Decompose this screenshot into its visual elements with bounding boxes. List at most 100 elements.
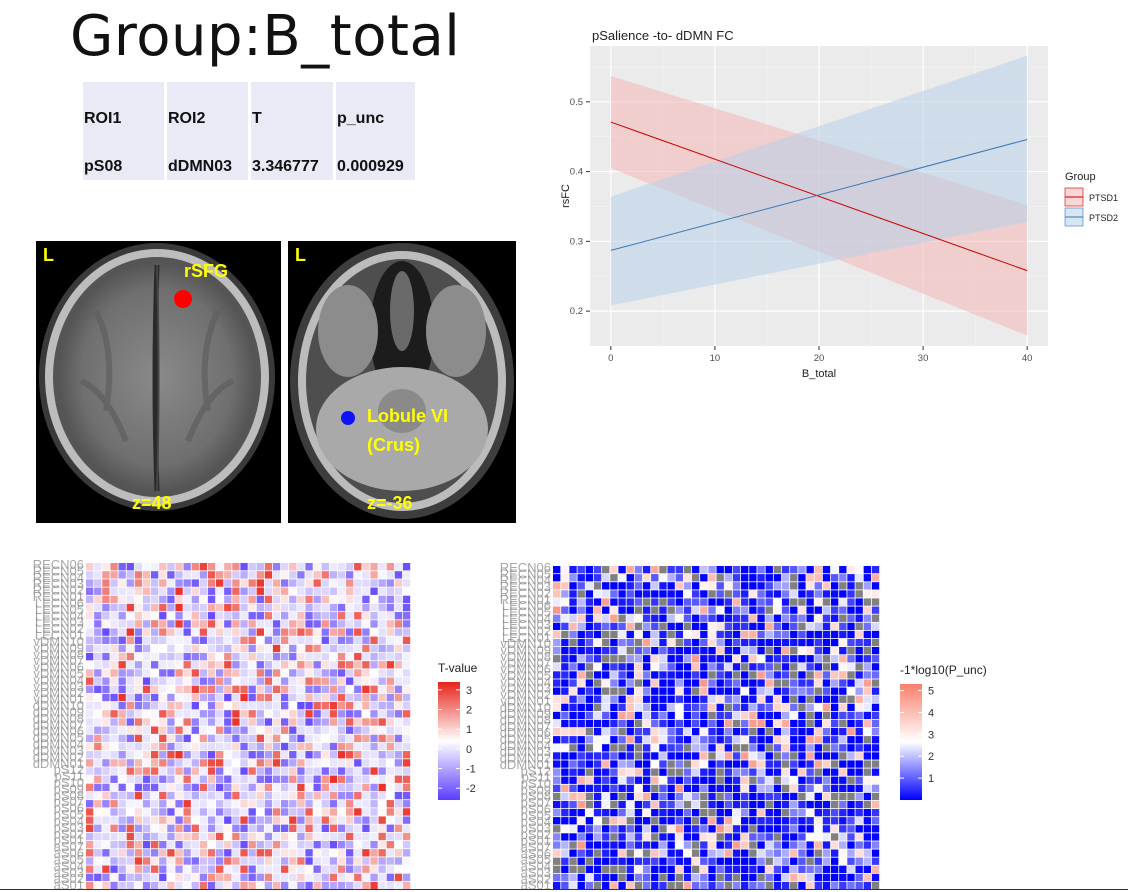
heatmap-cell [871,638,880,647]
heatmap-cell [847,736,855,744]
heatmap-cell [394,808,403,816]
heatmap-cell [183,873,191,882]
row-label: LECN02 [502,624,551,639]
heatmap-cell [700,792,708,801]
y-axis-label: rsFC [560,184,572,208]
heatmap-cell [773,663,782,671]
heatmap-cell [667,800,675,809]
heatmap-cell [822,711,831,720]
heatmap-cell [329,824,338,832]
heatmap-cell [569,784,577,792]
heatmap-cell [272,685,281,694]
heatmap-cell [593,873,602,882]
heatmap-cell [183,644,191,653]
heatmap-cell [585,695,594,703]
heatmap-cell [561,574,569,582]
heatmap-cell [378,791,386,800]
heatmap-cell [297,824,305,832]
heatmap-cell [207,677,216,685]
heatmap-cell [86,840,94,849]
heatmap-cell [626,809,634,817]
heatmap-cell [329,603,338,612]
heatmap-cell [732,736,741,744]
heatmap-cell [102,595,110,604]
heatmap-cell [749,663,757,671]
heatmap-cell [765,728,773,736]
heatmap-cell [191,571,199,579]
heatmap-cell [863,849,872,857]
heatmap-cell [110,800,118,808]
heatmap-cell [773,776,782,784]
heatmap-cell [724,873,733,882]
heatmap-cell [402,783,411,792]
heatmap-cell [370,759,378,767]
heatmap-cell [790,881,798,890]
heatmap-cell [183,595,191,604]
heatmap-cell [642,679,651,687]
heatmap-cell [667,671,675,679]
heatmap-cell [642,655,651,663]
heatmap-cell [675,873,684,882]
heatmap-cell [240,816,248,824]
heatmap-cell [183,857,191,865]
row-label: pS04 [54,813,84,828]
heatmap-cell [354,669,362,677]
heatmap-cell [618,679,626,687]
heatmap-cell [732,752,741,760]
heatmap-cell [394,791,403,800]
heatmap-cell [86,661,94,669]
heatmap-cell [199,726,208,734]
heatmap-cell [199,628,208,636]
heatmap-cell [94,857,102,865]
heatmap-cell [142,783,151,792]
heatmap-cell [354,661,362,669]
heatmap-cell [354,742,362,751]
heatmap-cell [798,566,806,574]
heatmap-cell [610,841,618,849]
heatmap-cell [659,719,667,728]
heatmap-cell [553,647,561,655]
heatmap-cell [553,873,561,882]
heatmap-cell [86,652,94,661]
heatmap-cell [297,865,305,873]
heatmap-cell [708,703,716,711]
heatmap-cell [94,783,102,792]
heatmap-cell [354,857,362,865]
heatmap-cell [362,677,370,685]
heatmap-cell [724,711,733,720]
heatmap-cell [346,620,354,628]
heatmap-cell [683,849,692,857]
heatmap-cell [240,571,248,579]
heatmap-cell [855,679,863,687]
heatmap-cell [814,647,822,655]
heatmap-cell [337,800,346,808]
heatmap-cell [159,677,167,685]
heatmap-cell [378,603,386,612]
heatmap-cell [142,685,151,694]
heatmap-cell [216,563,224,571]
heatmap-cell [691,622,700,630]
heatmap-cell [585,679,594,687]
heatmap-cell [102,816,110,824]
heatmap-cell [585,760,594,768]
heatmap-cell [602,719,610,728]
row-label: RECN03 [33,576,84,591]
heatmap-cell [224,824,232,832]
heatmap-cell [378,661,386,669]
heatmap-cell [86,832,94,841]
heatmap-cell [773,825,782,833]
heatmap-cell [700,800,708,809]
heatmap-cell [386,652,394,661]
heatmap-cell [765,606,773,614]
heatmap-cell [118,751,126,759]
heatmap-cell [765,630,773,639]
heatmap-cell [289,832,297,841]
heatmap-cell [781,728,790,736]
heatmap-cell [110,701,118,710]
heatmap-cell [167,857,175,865]
legend-label-ptsd1: PTSD1 [1089,193,1118,203]
heatmap-cell [313,636,321,644]
heatmap-cell [716,638,724,647]
heatmap-cell [370,840,378,849]
heatmap-cell [191,742,199,751]
